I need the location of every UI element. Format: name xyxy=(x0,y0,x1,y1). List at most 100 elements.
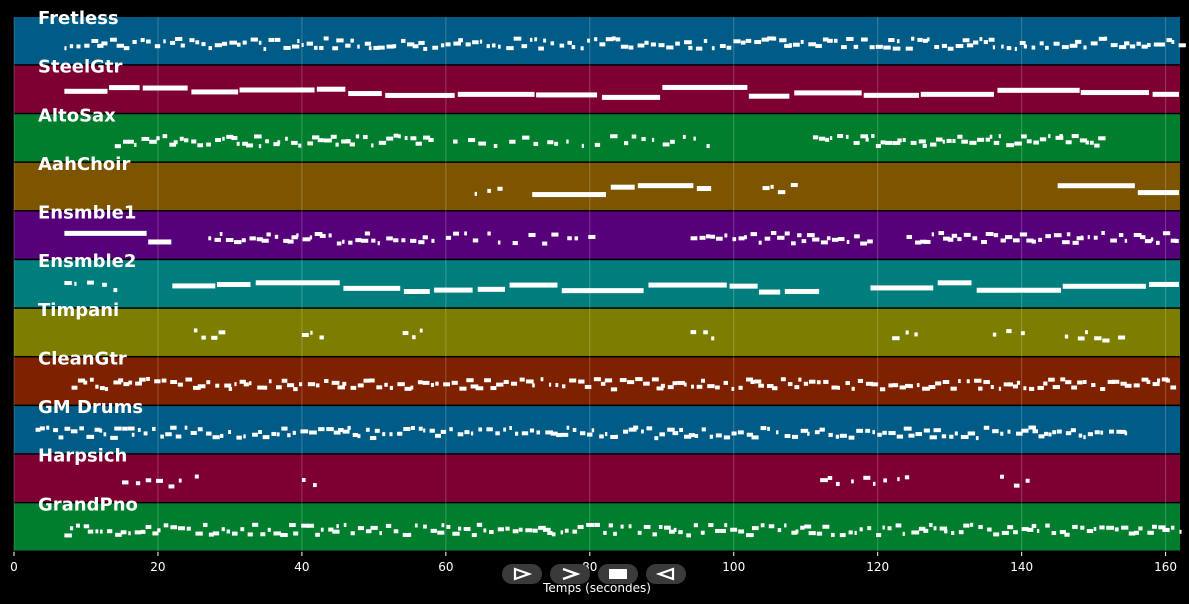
note-fretless xyxy=(853,44,859,49)
note-altosax xyxy=(623,141,629,146)
note-altosax xyxy=(206,142,211,147)
note-gm-drums xyxy=(143,431,148,436)
note-altosax xyxy=(349,142,355,147)
note-timpani xyxy=(1094,336,1102,341)
note-fretless xyxy=(917,37,923,42)
note-ensmble1 xyxy=(574,236,579,241)
note-fretless xyxy=(458,38,463,43)
note-gm-drums xyxy=(46,425,50,430)
note-fretless xyxy=(599,42,606,47)
note-cleangtr xyxy=(635,377,643,382)
note-ensmble1 xyxy=(1101,231,1105,236)
note-cleangtr xyxy=(899,385,906,390)
note-cleangtr xyxy=(243,382,249,387)
note-fretless xyxy=(132,39,137,44)
note-grandpno xyxy=(343,522,347,527)
note-fretless xyxy=(174,36,183,41)
note-gm-drums xyxy=(127,426,135,431)
note-fretless xyxy=(1136,41,1141,46)
note-grandpno xyxy=(1007,525,1014,530)
note-grandpno xyxy=(867,526,872,531)
note-cleangtr xyxy=(519,377,525,382)
note-timpani xyxy=(402,331,409,336)
play-button[interactable] xyxy=(502,564,542,584)
note-fretless xyxy=(236,42,241,47)
note-ensmble1 xyxy=(784,231,790,236)
note-gm-drums xyxy=(672,431,679,436)
note-gm-drums xyxy=(309,430,317,435)
note-fretless xyxy=(407,42,415,47)
note-altosax xyxy=(242,141,248,146)
note-ensmble1 xyxy=(291,235,298,240)
note-ensmble1 xyxy=(764,236,771,241)
note-altosax xyxy=(362,135,368,140)
note-fretless xyxy=(412,44,419,49)
note-altosax xyxy=(902,138,906,143)
note-gm-drums xyxy=(737,430,744,435)
note-cleangtr xyxy=(823,379,829,384)
note-fretless xyxy=(530,37,533,42)
note-altosax xyxy=(1089,140,1094,145)
note-altosax xyxy=(141,136,150,141)
note-altosax xyxy=(277,140,281,145)
note-fretless xyxy=(1098,36,1106,41)
rewind-button[interactable] xyxy=(646,564,686,584)
note-fretless xyxy=(1103,36,1108,41)
note-ensmble1 xyxy=(1000,238,1006,243)
note-fretless xyxy=(883,45,891,50)
note-gm-drums xyxy=(591,428,595,433)
note-altosax xyxy=(128,139,134,144)
note-cleangtr xyxy=(89,377,94,382)
note-gm-drums xyxy=(896,434,904,439)
note-fretless xyxy=(808,42,816,47)
note-cleangtr xyxy=(808,379,816,384)
note-ensmble1 xyxy=(791,241,796,246)
fast-forward-button[interactable] xyxy=(550,564,590,584)
note-gm-drums xyxy=(888,431,896,436)
note-ensmble1 xyxy=(497,240,501,245)
note-cleangtr xyxy=(696,384,703,389)
note-altosax xyxy=(670,139,675,144)
note-grandpno xyxy=(572,529,578,534)
note-steelgtr xyxy=(239,87,315,93)
note-cleangtr xyxy=(1120,381,1127,386)
note-grandpno xyxy=(446,524,451,529)
note-gm-drums xyxy=(457,432,464,437)
note-grandpno xyxy=(457,526,462,531)
note-ensmble1 xyxy=(732,237,737,242)
note-gm-drums xyxy=(819,427,825,432)
note-aahchoir xyxy=(497,186,503,191)
note-fretless xyxy=(274,37,281,42)
note-timpani xyxy=(211,335,218,340)
note-grandpno xyxy=(720,528,726,533)
stop-button[interactable] xyxy=(598,564,638,584)
note-ensmble2 xyxy=(758,289,781,295)
note-ensmble1 xyxy=(924,239,931,244)
note-ensmble2 xyxy=(217,282,251,288)
note-grandpno xyxy=(320,527,324,532)
note-timpani xyxy=(703,330,708,335)
note-gm-drums xyxy=(579,431,586,436)
note-grandpno xyxy=(918,526,926,531)
note-grandpno xyxy=(83,524,90,529)
note-cleangtr xyxy=(798,377,802,382)
note-gm-drums xyxy=(478,427,483,432)
note-gm-drums xyxy=(882,430,887,435)
note-altosax xyxy=(812,135,819,140)
note-fretless xyxy=(263,47,267,52)
note-grandpno xyxy=(315,532,320,537)
note-grandpno xyxy=(1114,527,1119,532)
note-fretless xyxy=(875,44,883,49)
note-fretless xyxy=(432,45,439,50)
note-cleangtr xyxy=(578,379,585,384)
note-harpsich xyxy=(135,481,141,486)
note-fretless xyxy=(740,40,746,45)
note-cleangtr xyxy=(417,380,423,385)
note-ensmble1 xyxy=(422,235,428,240)
note-gm-drums xyxy=(828,432,833,437)
note-fretless xyxy=(1053,41,1060,46)
note-fretless xyxy=(1039,41,1044,46)
note-grandpno xyxy=(64,533,72,538)
note-gm-drums xyxy=(1065,431,1072,436)
note-fretless xyxy=(703,38,708,43)
